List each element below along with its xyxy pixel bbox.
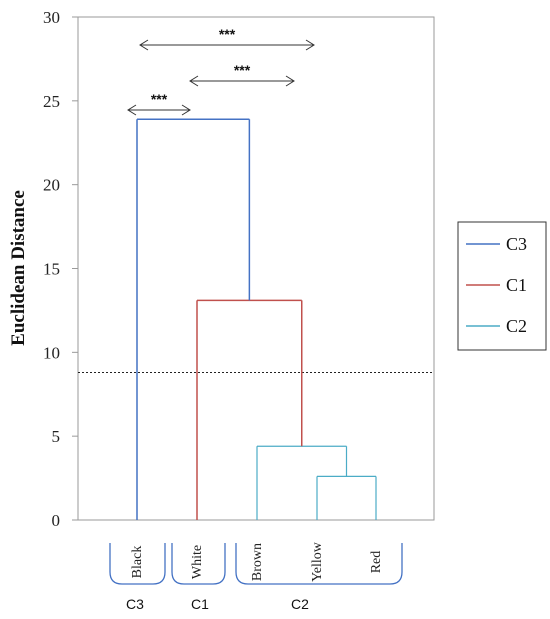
significance-arrowhead-right (305, 39, 315, 51)
group-bracket-label: C1 (191, 596, 209, 612)
y-tick-label: 30 (43, 8, 60, 27)
significance-arrowhead-left (127, 104, 137, 116)
significance-arrowhead-left (189, 75, 199, 87)
leaf-label: Yellow (310, 541, 325, 582)
significance-arrowhead-right (285, 75, 295, 87)
group-bracket (171, 543, 226, 585)
group-brackets: C3 C1 C2 (109, 543, 403, 612)
leaf-label: Red (369, 551, 384, 574)
y-tick-label: 20 (43, 176, 60, 195)
legend-label: C1 (506, 275, 527, 295)
y-tick-label: 0 (52, 511, 61, 530)
dendrogram-links (78, 118, 434, 520)
group-bracket (109, 543, 166, 585)
legend-label: C3 (506, 234, 527, 254)
legend: C3 C1 C2 (457, 221, 547, 351)
y-tick-label: 15 (43, 260, 60, 279)
group-bracket-label: C3 (126, 596, 144, 612)
significance-arrowhead-left (139, 39, 149, 51)
significance-label: *** (151, 91, 168, 107)
legend-label: C2 (506, 316, 527, 336)
leaf-label: Brown (250, 543, 265, 581)
y-tick-label: 25 (43, 92, 60, 111)
leaf-label: White (190, 545, 205, 579)
significance-arrows: *** *** *** (127, 26, 315, 116)
group-bracket (235, 543, 403, 585)
plot-area-frame (77, 16, 435, 521)
leaf-label: Black (130, 546, 145, 579)
significance-label: *** (219, 26, 236, 42)
significance-arrowhead-right (181, 104, 191, 116)
significance-label: *** (234, 62, 251, 78)
group-bracket-label: C2 (291, 596, 309, 612)
y-tick-label: 10 (43, 343, 60, 362)
legend-box (457, 221, 547, 351)
y-tick-label: 5 (52, 427, 61, 446)
leaf-labels: Black White Brown Yellow Red (130, 541, 384, 582)
y-axis-ticks: 0 5 10 15 20 25 30 (43, 8, 78, 530)
y-axis-label: Euclidean Distance (8, 190, 29, 346)
